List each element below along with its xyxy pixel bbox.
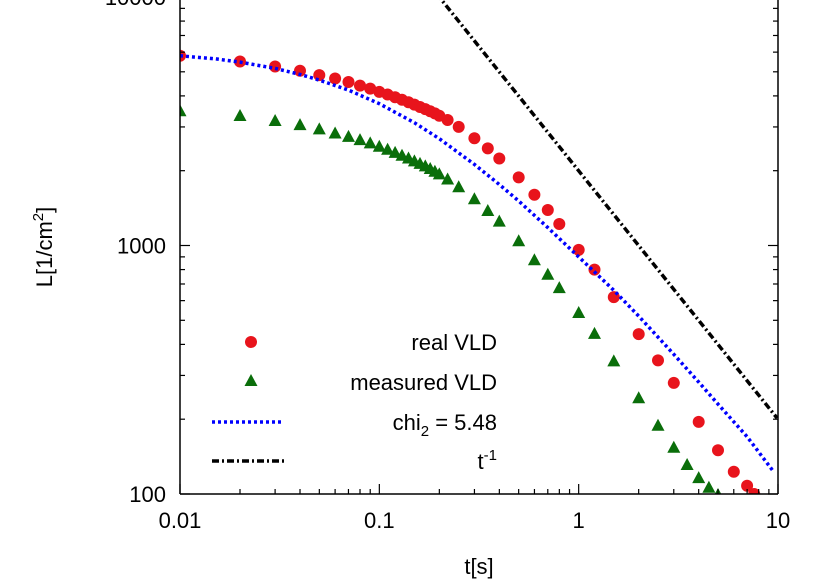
series-1-point [452,180,466,193]
series-line-2 [180,54,775,473]
x-tick-label: 10 [766,508,790,533]
series-0-point [354,79,366,92]
series-0-point [512,171,525,184]
legend-label-t-inv-main: t [478,449,484,474]
series-0-point [441,114,454,126]
series-1-point [552,281,566,294]
y-axis-label: L[1/cm2] [30,207,57,288]
series-1-point [268,114,282,126]
series-1-point [312,122,326,135]
series-0-point [712,444,724,457]
series-0-point [294,64,306,77]
series-1-point [512,234,526,247]
legend-label-real-vld: real VLD [411,330,497,355]
data-layer [180,0,778,494]
series-0-point [541,204,554,216]
series-1-point [651,418,665,431]
frame-layer [179,0,779,495]
series-0-point [468,132,481,145]
series-0-point [452,120,465,133]
series-0-point [741,479,754,492]
legend-label-chi2-main: chi [393,410,421,435]
tick-layer: 0.01 0.1 1 10 100 1000 10000 [105,0,790,533]
y-tick-label: 100 [129,482,166,507]
series-0-point [632,328,645,341]
series-1-point [692,471,706,484]
series-0-point [553,218,566,230]
y-tick-label: 10000 [105,0,166,10]
series-1-point [541,267,555,280]
series-0-point [667,376,680,389]
series-1-point [388,145,402,158]
legend-label-chi2: chi2 = 5.48 [393,410,497,440]
y-tick-label: 1000 [117,234,166,259]
series-1-point [372,139,386,152]
series-0-point [329,72,342,85]
legend-marker-real-vld [245,336,257,348]
y-axis-label-main: L[1/cm [32,221,57,287]
series-1-point [492,214,506,227]
legend-label-measured-vld: measured VLD [350,370,497,395]
y-axis-label-sup: 2 [30,213,47,221]
legend-label-t-inv: t-1 [478,447,497,474]
legend-marker-measured-vld [244,374,258,386]
series-0-point [588,263,601,276]
series-0-point [692,415,705,428]
y-axis-label-tail: ] [32,207,57,213]
series-0-point [528,188,541,201]
series-0-point [342,76,355,88]
series-0-point [313,69,326,82]
series-1-point [363,136,377,149]
x-tick-label: 0.01 [159,508,202,533]
legend-label-chi2-sub: 2 [421,423,429,440]
series-1-point [293,118,307,131]
series-1-point [680,458,694,470]
series-1-point [342,129,355,142]
series-0-point [269,60,282,73]
series-1-point [481,204,495,216]
series-1-point [432,167,446,180]
x-axis-label: t[s] [464,554,493,579]
series-1-point [527,253,541,266]
series-1-point [233,109,247,121]
series-1-point [607,354,621,367]
series-1-point [632,391,646,404]
x-tick-label: 0.1 [364,508,395,533]
series-1-point [588,326,601,339]
series-line-3 [439,0,778,420]
series-0-point [748,488,761,494]
series-0-point [493,152,506,165]
series-0-point [364,82,377,95]
series-1-point [467,192,481,205]
series-0-point [572,243,585,256]
legend: real VLD measured VLD chi2 = 5.48 t-1 [212,330,497,474]
series-0-point [652,354,664,367]
series-1-point [180,104,187,117]
series-1-point [328,126,342,139]
x-tick-label: 1 [573,508,585,533]
legend-label-t-inv-sup: -1 [484,447,497,464]
legend-label-chi2-tail: = 5.48 [429,410,497,435]
series-0-point [481,142,494,155]
series-1-point [353,133,367,146]
series-1-point [572,306,586,318]
series-1-point [381,142,395,155]
series-1-point [667,440,681,453]
series-1-point [441,172,455,185]
series-1-point [702,480,716,493]
series-0-point [727,465,740,478]
